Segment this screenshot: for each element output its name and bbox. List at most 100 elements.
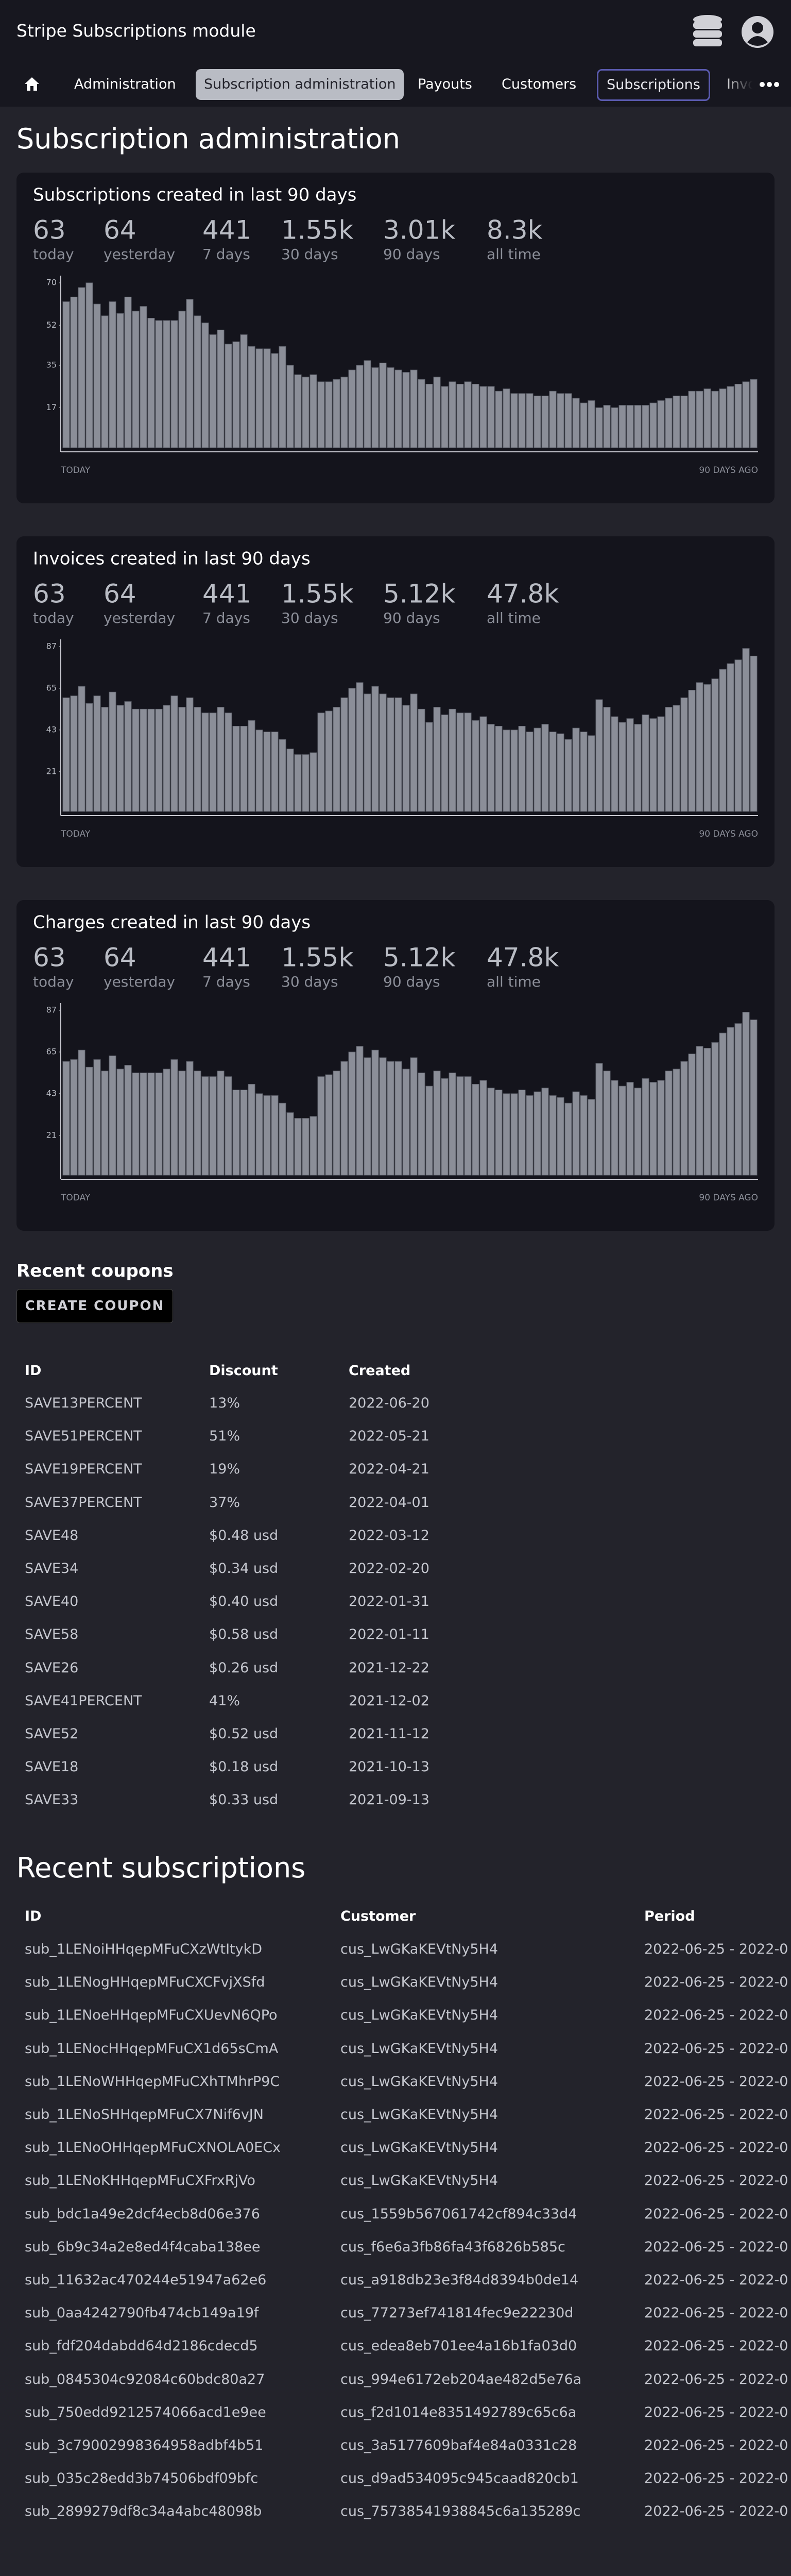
bar [85,282,93,448]
bar [618,1086,626,1176]
chart-title: Invoices created in last 90 days [33,549,311,569]
bar [479,386,487,448]
stat-label: 90 days [383,246,440,263]
table-cell: sub_11632ac470244e51947a62e6 [25,2272,267,2288]
table-cell: SAVE52 [25,1726,79,1742]
bar [394,697,402,812]
bar [703,388,711,448]
y-tick-label: 87 [46,641,57,651]
bar [742,1012,750,1176]
bar [410,693,418,812]
bar [557,733,564,812]
stat-label: today [33,246,74,263]
bar [503,388,510,448]
bar [688,690,696,812]
bar [325,710,333,812]
stat-value: 64 [104,943,136,973]
more-icon[interactable] [759,79,780,90]
bar [387,1061,394,1176]
section-title: Recent coupons [16,1261,174,1281]
table-cell: sub_1LENoWHHqepMFuCXhTMhrP9C [25,2073,280,2090]
bar [634,724,642,812]
home-icon[interactable] [24,76,40,92]
bar [518,725,526,812]
table-cell: $0.40 usd [209,1594,279,1610]
table-cell: 2022-06-25 - 2022-0 [644,2338,788,2354]
bar [309,1116,317,1176]
bar [194,1071,201,1176]
nav-item[interactable]: Subscriptions [597,69,710,101]
table-cell: sub_1LENocHHqepMFuCX1d65sCmA [25,2040,279,2057]
bar [147,318,155,448]
bar [673,1069,680,1176]
bar [279,346,286,448]
table-cell: sub_6b9c34a2e8ed4f4caba138ee [25,2239,261,2255]
x-axis-label: TODAY [60,465,91,476]
bar [703,1048,711,1176]
table-cell: $0.48 usd [209,1527,279,1544]
table-cell: sub_1LENoOHHqepMFuCXNOLA0ECx [25,2140,281,2156]
nav-item[interactable]: Customers [502,76,577,92]
bar [170,696,178,812]
bar [510,393,518,448]
table-cell: sub_3c79002998364958adbf4b51 [25,2437,264,2453]
table-cell: 2022-06-25 - 2022-0 [644,2239,788,2255]
bar [742,381,750,448]
bar [557,393,564,448]
bar [93,696,101,812]
bar [62,1061,70,1176]
y-tick-label: 65 [46,683,57,692]
bar [734,659,742,812]
bar [750,655,758,812]
bar [449,708,456,812]
table-cell: 2022-06-25 - 2022-0 [644,1941,788,1957]
table-cell: 2022-02-20 [349,1561,429,1577]
table-cell: 2022-06-25 - 2022-0 [644,2437,788,2453]
bar [742,648,750,812]
bar [248,1083,255,1176]
section-title: Recent subscriptions [16,1852,306,1884]
bar [109,301,116,448]
bar [317,381,325,448]
bar [588,400,595,448]
user-icon[interactable] [742,16,773,48]
bar [225,1076,232,1176]
table-cell: sub_1LENoeHHqepMFuCXUevN6QPo [25,2007,278,2024]
bar [603,1071,611,1176]
nav-item[interactable]: Subscription administration [196,69,404,100]
table-cell: cus_LwGKaKEVtNy5H4 [340,2007,498,2024]
table-cell: 2022-04-21 [349,1461,429,1478]
y-tick-label: 17 [46,402,57,412]
bar [433,1071,441,1176]
bar [93,303,101,448]
bar [240,1089,248,1176]
bar [711,679,719,812]
bar [155,708,163,812]
table-cell: 2022-06-25 - 2022-0 [644,2007,788,2024]
nav-item[interactable]: Administration [74,76,176,92]
bar [271,353,279,448]
stat-value: 64 [104,579,136,609]
bar [727,386,734,448]
bar [541,1088,549,1176]
bar [703,684,711,812]
database-icon[interactable] [693,15,722,46]
bar [665,707,673,812]
bar [85,703,93,812]
stat-label: all time [487,609,541,626]
bar [140,708,147,812]
table-cell: 2022-06-25 - 2022-0 [644,2173,788,2189]
stat-value: 47.8k [487,579,559,609]
create-coupon-button[interactable]: CREATE COUPON [16,1289,173,1323]
table-cell: 51% [209,1428,240,1445]
stat-label: yesterday [104,609,175,626]
bar [734,384,742,448]
nav-item[interactable]: Payouts [418,76,472,92]
bar [680,697,688,812]
stat-value: 63 [33,943,66,973]
table-cell: sub_fdf204dabdd64d2186cdecd5 [25,2338,258,2354]
bar [271,1095,279,1176]
table-cell: cus_LwGKaKEVtNy5H4 [340,2140,498,2156]
bar [78,287,85,448]
